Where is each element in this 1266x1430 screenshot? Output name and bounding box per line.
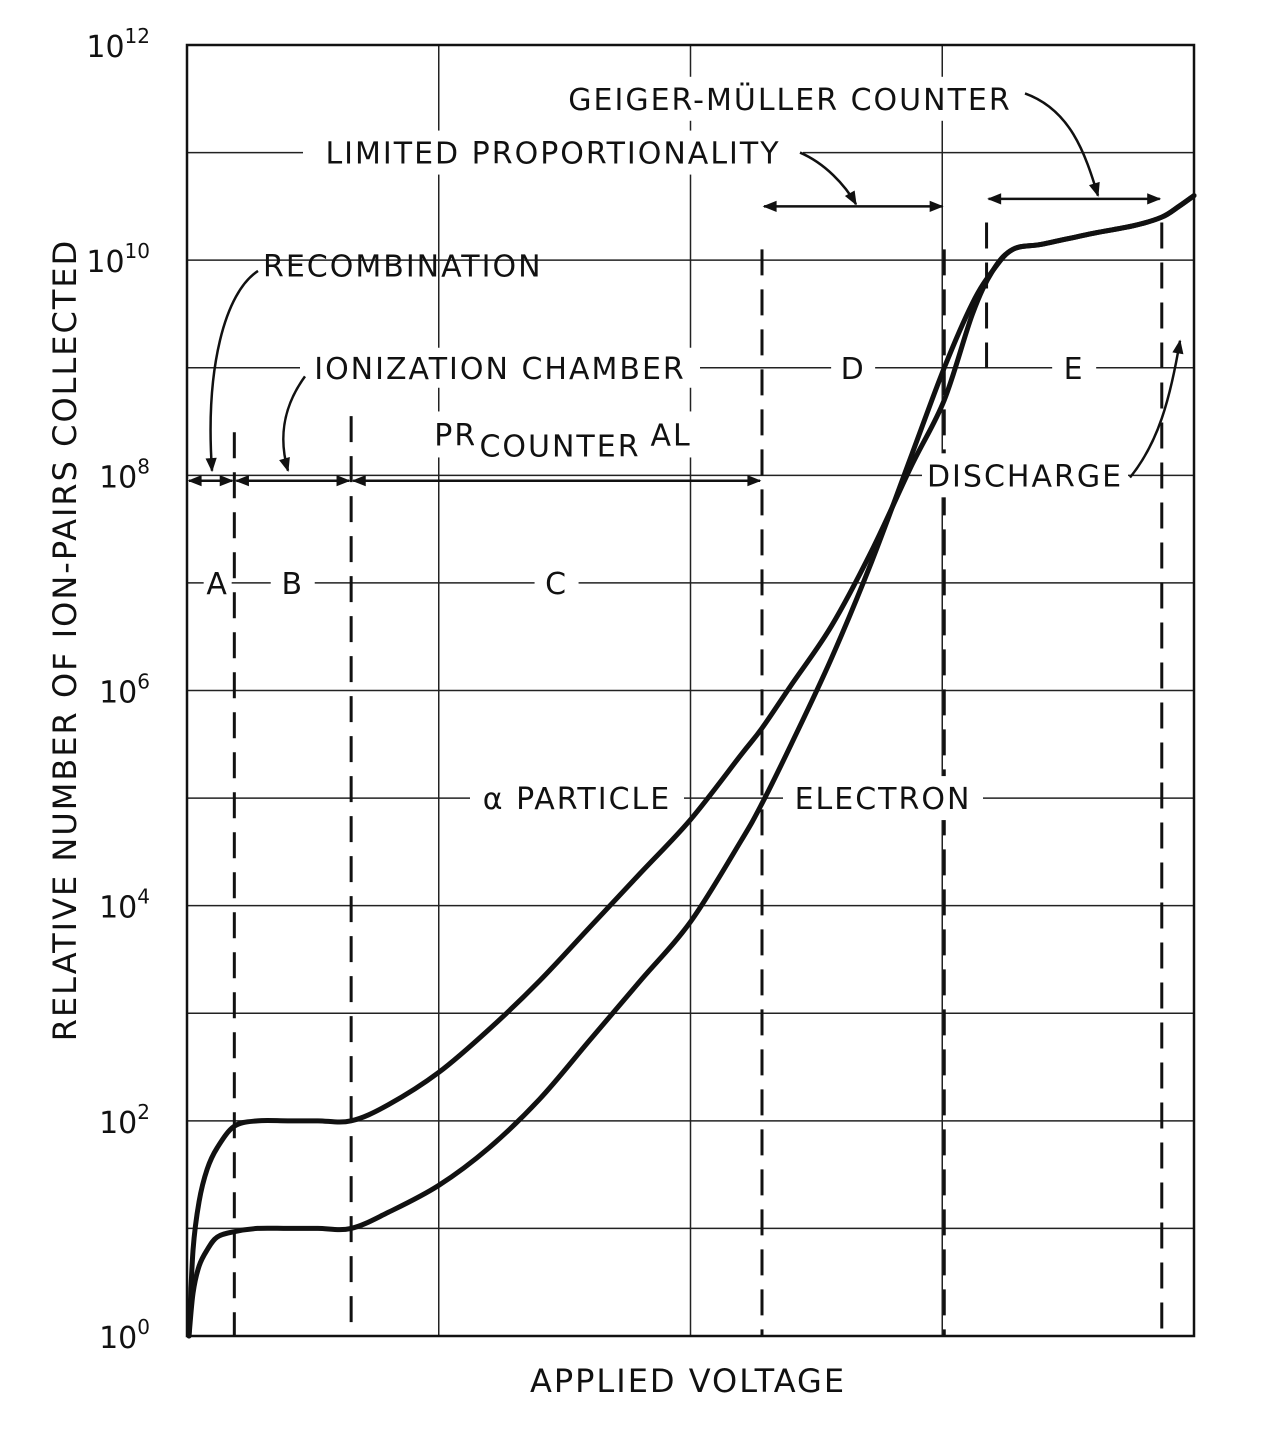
label-mask (300, 347, 700, 388)
y-tick-label: 108 (99, 454, 150, 495)
limited-proportionality-pointer (799, 151, 858, 206)
geiger-muller-label: GEIGER-MÜLLER COUNTER (568, 82, 1011, 118)
region-a-letter: A (206, 567, 229, 602)
y-tick-label: 104 (99, 885, 150, 926)
y-tick-label: 1012 (86, 24, 150, 65)
label-mask (831, 350, 876, 385)
label-mask (534, 565, 579, 600)
ionization-chamber-label: IONIZATION CHAMBER (314, 352, 686, 387)
y-axis-label: RELATIVE NUMBER OF ION-PAIRS COLLECTED (46, 239, 84, 1042)
label-mask (474, 422, 646, 469)
curves (186, 193, 1197, 1339)
label-mask (553, 76, 1027, 121)
region-c-letter: C (545, 567, 568, 602)
electron-curve (186, 193, 1197, 1339)
region-d-letter: D (841, 352, 866, 387)
label-mask (470, 776, 684, 821)
discharge-label: DISCHARGE (927, 459, 1123, 494)
ionization-chamber-pointer (279, 375, 307, 473)
electron-label: ELECTRON (795, 782, 972, 817)
region-boundaries (232, 222, 1164, 1336)
label-mask (270, 565, 315, 600)
region-e-letter: E (1064, 352, 1085, 387)
label-mask (922, 453, 1128, 498)
plot-frame (185, 43, 1196, 1338)
label-mask (783, 776, 983, 821)
alpha-particle-label: α PARTICLE (483, 782, 671, 817)
y-tick-label: 106 (99, 670, 150, 711)
recombination-label: RECOMBINATION (263, 250, 543, 285)
x-axis-label: APPLIED VOLTAGE (530, 1362, 846, 1400)
counter-label: COUNTER (479, 430, 640, 465)
y-tick-labels: 100 102 104 106 108 1010 1012 (86, 24, 150, 1356)
discharge-pointer (1129, 339, 1184, 479)
label-mask (1052, 350, 1097, 385)
limited-proportionality-label: LIMITED PROPORTIONALITY (325, 137, 780, 172)
geiger-muller-pointer (1024, 92, 1100, 197)
grid (187, 45, 1194, 1336)
y-tick-label: 100 (99, 1315, 150, 1356)
label-mask (303, 130, 803, 175)
y-tick-label: 102 (99, 1100, 150, 1141)
region-b-letter: B (281, 567, 304, 602)
label-mask (203, 565, 232, 600)
recombination-pointer (205, 269, 259, 473)
y-tick-label: 1010 (86, 239, 150, 280)
